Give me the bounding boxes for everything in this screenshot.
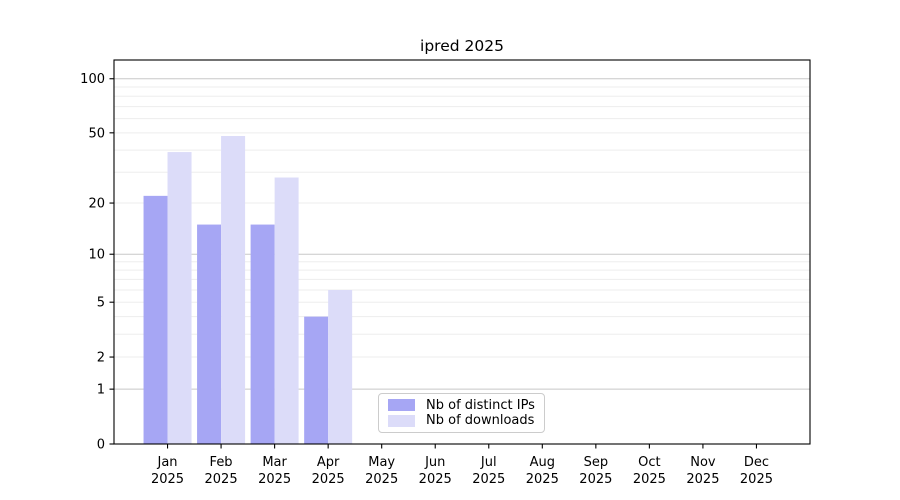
x-tick-label-year: 2025 [151,472,184,487]
legend-swatch-distinct-ips [388,399,415,412]
x-tick-label-year: 2025 [472,472,505,487]
x-tick-label-year: 2025 [419,472,452,487]
y-tick-label: 5 [97,296,105,311]
x-tick-label-month: Feb [210,455,233,470]
bar-series [143,135,353,445]
bar [304,316,329,444]
y-tick-label: 1 [97,383,105,398]
x-tick-label-year: 2025 [579,472,612,487]
x-tick-label-year: 2025 [740,472,773,487]
x-tick-label-month: Jul [480,455,497,470]
y-axis: 0 1 2 5 10 20 50 100 [80,72,114,453]
bar [143,195,168,444]
x-tick-label-month: Nov [690,455,716,470]
legend-item-downloads: Nb of downloads [388,414,535,427]
x-tick-label-month: Jun [424,455,445,470]
x-tick-label-month: Aug [530,455,555,470]
chart-legend: Nb of distinct IPs Nb of downloads [378,393,545,433]
x-tick-label-year: 2025 [365,472,398,487]
bar [250,224,275,444]
x-tick-label-year: 2025 [526,472,559,487]
x-tick-label-month: Mar [262,455,287,470]
x-tick-label-year: 2025 [633,472,666,487]
x-axis: Jan 2025 Feb 2025 Mar 2025 Apr 2025 May 2025 Jun 20… [151,444,773,487]
x-tick-label-year: 2025 [258,472,291,487]
y-tick-label: 2 [97,351,105,366]
y-tick-label: 100 [80,72,105,87]
x-tick-label-month: Oct [638,455,660,470]
bar [167,152,192,444]
bar [221,135,246,445]
x-tick-label-year: 2025 [686,472,719,487]
plot-frame [113,59,811,445]
x-tick-label-month: Sep [584,455,609,470]
x-tick-label-year: 2025 [205,472,238,487]
legend-label-downloads: Nb of downloads [426,413,535,429]
x-tick-label-month: Jan [157,455,178,470]
x-tick-label-month: Apr [317,455,340,470]
bar [197,224,222,444]
legend-label-distinct-ips: Nb of distinct IPs [426,397,535,413]
bar [274,177,299,444]
y-tick-label: 10 [88,248,105,263]
x-tick-label-month: Dec [744,455,769,470]
x-tick-label-year: 2025 [312,472,345,487]
y-tick-label: 0 [97,438,105,453]
y-tick-label: 20 [88,197,105,212]
legend-item-distinct-ips: Nb of distinct IPs [388,399,535,412]
y-tick-label: 50 [88,126,105,141]
bar [328,289,353,444]
legend-swatch-downloads [388,414,415,427]
chart-title: ipred 2025 [420,37,504,55]
x-tick-label-month: May [368,455,395,470]
